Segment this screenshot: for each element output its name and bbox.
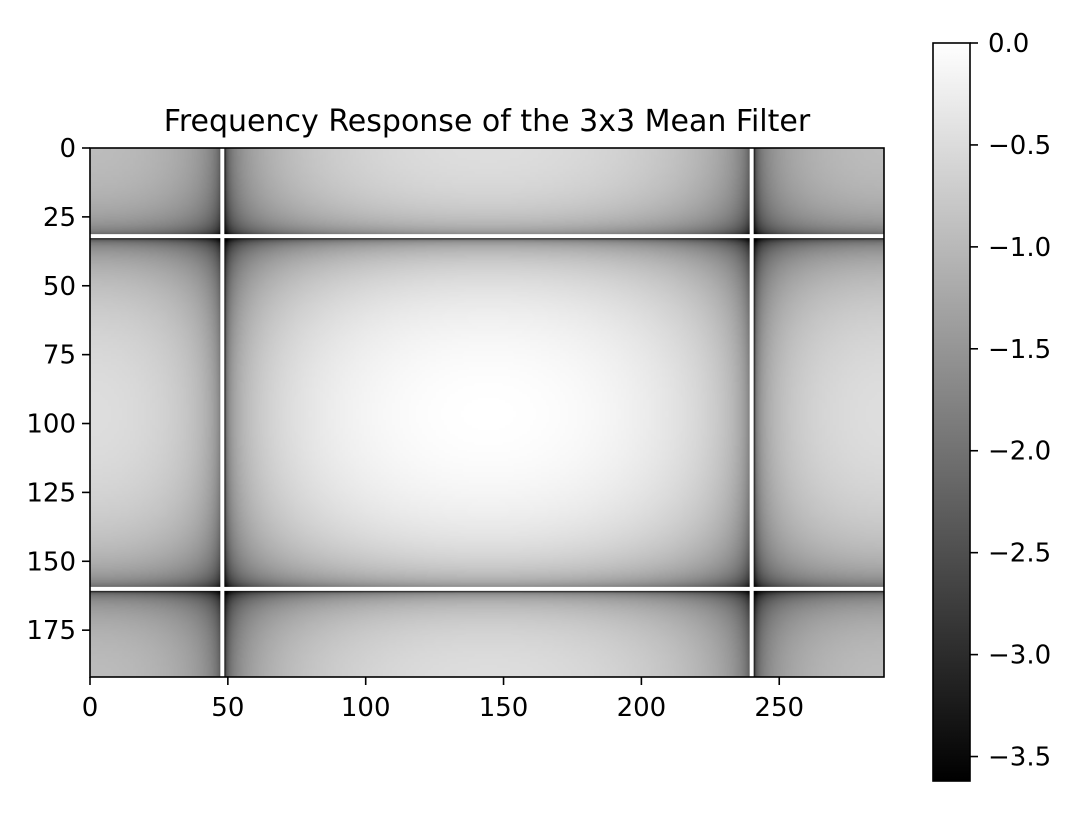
x-tick-label: 100	[341, 693, 391, 723]
heatmap-image	[90, 148, 884, 677]
y-tick-label: 150	[26, 547, 76, 577]
x-tick-label: 250	[754, 693, 804, 723]
x-tick-label: 150	[479, 693, 529, 723]
y-tick-label: 25	[43, 203, 76, 233]
y-tick-label: 175	[26, 616, 76, 646]
colorbar-tick-label: −0.5	[988, 131, 1051, 161]
y-tick-label: 75	[43, 341, 76, 371]
y-tick-label: 0	[59, 134, 76, 164]
colorbar-tick-label: −2.5	[988, 539, 1051, 569]
colorbar-frame	[932, 42, 971, 782]
plot-area: 0 50 100 150 200 250 0 25 50 75 100 125 150 175	[26, 134, 885, 723]
colorbar: 0.0 −0.5 −1.0 −1.5 −2.0 −2.5 −3.0 −3.5	[932, 29, 1051, 782]
colorbar-tick-label: −3.5	[988, 743, 1051, 773]
zero-lines	[90, 148, 884, 677]
colorbar-tick-label: 0.0	[988, 29, 1029, 59]
x-tick-label: 50	[211, 693, 244, 723]
colorbar-tick-label: −3.0	[988, 641, 1051, 671]
y-tick-label: 125	[26, 478, 76, 508]
x-axis: 0 50 100 150 200 250	[82, 677, 804, 723]
plot-frame	[89, 147, 885, 678]
y-axis: 0 25 50 75 100 125 150 175	[26, 134, 90, 646]
x-tick-label: 0	[82, 693, 99, 723]
colorbar-gradient	[933, 43, 970, 781]
colorbar-tick-label: −1.0	[988, 233, 1051, 263]
chart-title: Frequency Response of the 3x3 Mean Filte…	[164, 104, 811, 139]
heatmap-canvas	[90, 148, 884, 677]
colorbar-tick-label: −2.0	[988, 437, 1051, 467]
colorbar-ticks: 0.0 −0.5 −1.0 −1.5 −2.0 −2.5 −3.0 −3.5	[970, 29, 1051, 773]
y-tick-label: 100	[26, 410, 76, 440]
y-tick-label: 50	[43, 272, 76, 302]
colorbar-tick-label: −1.5	[988, 335, 1051, 365]
x-tick-label: 200	[617, 693, 667, 723]
